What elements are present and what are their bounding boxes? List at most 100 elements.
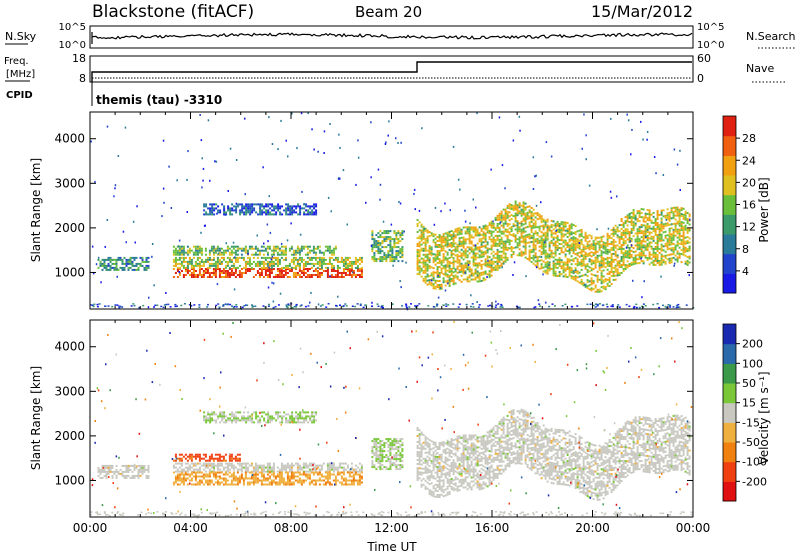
echo-pixel [174, 262, 177, 265]
echo-pixel [232, 272, 235, 274]
echo-pixel [210, 481, 213, 484]
echo-pixel [424, 243, 427, 246]
echo-pixel [552, 236, 555, 239]
echo-pixel [352, 272, 355, 274]
echo-pixel [626, 266, 629, 269]
echo-pixel [448, 284, 451, 287]
echo-pixel [103, 470, 106, 473]
echo-pixel [216, 468, 219, 471]
echo-pixel [418, 241, 421, 244]
echo-pixel [484, 250, 487, 253]
echo-pixel [232, 306, 235, 309]
echo-pixel [356, 270, 359, 272]
echo-pixel [391, 252, 394, 255]
echo-pixel [202, 464, 205, 467]
echo-pixel [358, 270, 361, 272]
echo-pixel [279, 205, 282, 208]
echo-pixel [190, 266, 193, 269]
echo-pixel [125, 468, 128, 471]
echo-pixel [312, 251, 315, 254]
echo-pixel [642, 240, 645, 243]
echo-pixel [259, 205, 262, 208]
echo-pixel [266, 464, 269, 467]
echo-pixel [174, 256, 177, 259]
echo-pixel [636, 240, 639, 243]
echo-pixel [650, 257, 653, 260]
echo-pixel [218, 483, 221, 486]
echo-pixel [673, 262, 676, 265]
echo-pixel [282, 245, 285, 248]
echo-pixel [330, 266, 333, 269]
echo-pixel [646, 249, 649, 251]
echo-pixel [610, 237, 613, 240]
echo-pixel [510, 246, 513, 248]
echo-pixel [262, 264, 265, 267]
echo-pixel [500, 240, 503, 243]
echo-pixel [332, 276, 335, 278]
echo-pixel [610, 275, 613, 278]
echo-pixel [258, 262, 261, 265]
echo-pixel [377, 168, 380, 171]
echo-pixel [562, 239, 565, 242]
echo-pixel [302, 462, 305, 465]
echo-pixel [228, 266, 231, 269]
echo-pixel [326, 464, 329, 467]
echo-pixel [389, 242, 392, 245]
echo-pixel [582, 260, 585, 263]
echo-pixel [186, 245, 189, 248]
echo-pixel [456, 277, 459, 280]
echo-pixel [544, 269, 547, 272]
echo-pixel [186, 466, 189, 469]
echo-pixel [560, 251, 563, 254]
echo-pixel [686, 250, 689, 252]
echo-pixel [640, 120, 642, 123]
echo-pixel [544, 243, 547, 246]
echo-pixel [508, 243, 511, 246]
echo-pixel [508, 215, 511, 218]
echo-pixel [498, 244, 501, 247]
echo-pixel [598, 244, 601, 247]
echo-pixel [608, 235, 611, 237]
echo-pixel [468, 248, 471, 251]
echo-pixel [352, 270, 355, 272]
echo-pixel [644, 246, 647, 249]
echo-pixel [578, 229, 581, 232]
echo-pixel [161, 215, 163, 218]
echo-pixel [337, 295, 339, 298]
echo-pixel [127, 468, 130, 471]
echo-pixel [428, 279, 431, 282]
echo-pixel [544, 263, 547, 266]
echo-pixel [590, 281, 593, 284]
echo-pixel [342, 305, 345, 307]
echo-pixel [267, 209, 270, 212]
echo-pixel [486, 229, 489, 232]
echo-pixel [632, 209, 635, 212]
echo-pixel [506, 210, 509, 213]
echo-pixel [190, 459, 193, 462]
echo-pixel [501, 306, 504, 308]
echo-pixel [228, 260, 231, 263]
echo-pixel [176, 479, 179, 482]
echo-pixel [446, 275, 449, 278]
echo-pixel [117, 268, 120, 271]
echo-pixel [408, 306, 411, 308]
echo-pixel [381, 304, 384, 307]
echo-pixel [147, 264, 150, 267]
echo-pixel [512, 205, 515, 208]
echo-pixel [188, 249, 191, 252]
echo-pixel [540, 243, 543, 246]
echo-pixel [256, 260, 259, 263]
echo-pixel [334, 256, 337, 259]
echo-pixel [516, 230, 519, 233]
echo-pixel [632, 247, 635, 250]
echo-pixel [373, 238, 376, 241]
echo-pixel [524, 248, 527, 251]
echo-pixel [233, 205, 236, 208]
echo-pixel [524, 230, 527, 233]
echo-pixel [264, 262, 267, 265]
echo-pixel [520, 224, 523, 227]
echo-pixel [592, 268, 595, 271]
echo-pixel [532, 208, 535, 211]
echo-pixel [454, 268, 457, 271]
echo-pixel [208, 266, 211, 269]
